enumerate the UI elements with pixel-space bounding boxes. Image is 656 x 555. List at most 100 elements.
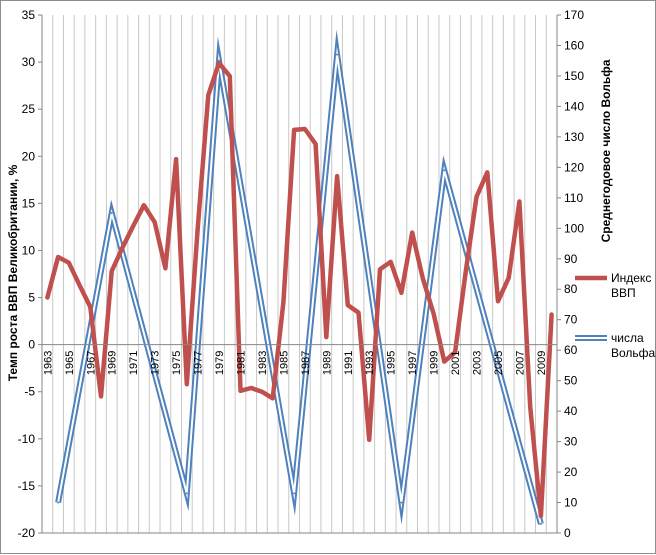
- gdp-index-point: [357, 311, 360, 314]
- gdp-index-point: [304, 128, 306, 130]
- gdp-index-point: [250, 387, 253, 389]
- gdp-index-point: [368, 438, 371, 441]
- gdp-index-point: [314, 143, 317, 145]
- gdp-index-point: [132, 225, 134, 227]
- gdp-index-point: [422, 277, 424, 280]
- y-tick-label-left: 5: [28, 291, 35, 305]
- y-tick-label-right: 110: [564, 191, 583, 205]
- y-tick-label-left: -20: [18, 526, 36, 540]
- y-tick-label-right: 150: [564, 69, 584, 83]
- gdp-index-point: [68, 261, 70, 264]
- x-tick-label: 1981: [235, 351, 247, 375]
- gdp-index-point: [46, 296, 49, 299]
- x-tick-label: 1979: [214, 351, 226, 375]
- gdp-index-point: [293, 129, 295, 131]
- x-tick-label: 1991: [343, 351, 355, 375]
- x-tick-label: 1989: [321, 351, 333, 375]
- gdp-index-point: [346, 304, 349, 306]
- y-tick-label-right: 100: [564, 221, 584, 235]
- gdp-index-point: [218, 62, 220, 64]
- legend-label-wolf-number: числа: [611, 331, 644, 345]
- gdp-index-point: [196, 228, 199, 231]
- y-tick-label-left: 10: [22, 243, 36, 257]
- y-tick-label-right: 30: [564, 435, 578, 449]
- y-axis-title-right: Среднегодовое число Вольфа: [599, 59, 613, 242]
- x-tick-label: 1969: [107, 351, 119, 375]
- wolf-number-point: [539, 522, 542, 525]
- wolf-number-point: [57, 501, 60, 504]
- wolf-number-point: [443, 169, 446, 172]
- wolf-number-point: [400, 501, 403, 504]
- gdp-index-point: [78, 284, 81, 287]
- x-tick-label: 2009: [536, 351, 548, 375]
- x-tick-label: 1999: [429, 351, 441, 375]
- axes: -20 -15 -10 -5 0 5 10 15 20 25 30 35 0 10 20 30 40 50 60 70…: [18, 8, 585, 540]
- x-tick-label: 1963: [42, 351, 54, 375]
- y-tick-label-right: 140: [564, 99, 584, 113]
- plot-lines: [45, 29, 554, 525]
- legend-label-gdp-index: ВВП: [611, 286, 636, 300]
- x-tick-label: 2003: [472, 351, 484, 375]
- gdp-index-point: [400, 292, 403, 294]
- x-tick-label: 2005: [493, 351, 505, 375]
- y-tick-label-right: 0: [564, 526, 571, 540]
- gdp-index-point: [175, 158, 177, 160]
- x-tick-label: 1975: [171, 351, 183, 375]
- y-tick-label-right: 120: [564, 160, 584, 174]
- gdp-index-point: [540, 515, 542, 517]
- gdp-index-point: [550, 313, 553, 316]
- gdp-index-point: [529, 405, 531, 408]
- y-tick-label-right: 70: [564, 313, 578, 327]
- gdp-index-point: [454, 351, 456, 353]
- y-tick-label-right: 170: [564, 8, 584, 22]
- x-tick-label: 1977: [193, 351, 205, 375]
- gdp-index-series-line: [45, 60, 554, 519]
- gdp-index-point: [261, 390, 263, 393]
- gdp-index-point: [389, 260, 392, 263]
- gdp-index-point: [121, 246, 124, 249]
- y-tick-label-right: 60: [564, 343, 578, 357]
- y-tick-label-left: -15: [18, 479, 36, 493]
- gdp-index-point: [465, 270, 467, 272]
- gdp-index-point: [486, 171, 489, 174]
- y-tick-label-left: 25: [22, 102, 36, 116]
- x-tick-label: 1973: [150, 351, 162, 375]
- y-tick-label-left: -10: [18, 432, 36, 446]
- gdp-index-point: [507, 276, 510, 279]
- y-axis-title-left: Темп роста ВВП Великобритании, %: [6, 164, 20, 381]
- y-tick-label-right: 90: [564, 252, 578, 266]
- gdp-index-point: [186, 383, 188, 385]
- gdp-index-point: [100, 395, 102, 398]
- x-tick-label: 1987: [300, 351, 312, 375]
- gdp-index-point: [110, 270, 113, 272]
- x-tick-label: 1995: [386, 351, 398, 375]
- y-tick-label-left: 30: [22, 55, 36, 69]
- y-tick-label-left: 20: [22, 149, 36, 163]
- wolf-number-point: [336, 53, 339, 56]
- gdp-index-point: [89, 306, 92, 308]
- y-tick-label-right: 80: [564, 282, 578, 296]
- wolf-number-point: [110, 212, 113, 215]
- gdp-index-point: [153, 221, 156, 223]
- x-tick-label: 1965: [64, 351, 76, 375]
- x-tick-label: 1983: [257, 351, 269, 375]
- wolf-number-point: [185, 492, 188, 495]
- gdp-index-point: [228, 75, 231, 78]
- gdp-index-point: [497, 300, 499, 303]
- x-tick-label: 1967: [85, 351, 97, 375]
- gdp-index-point: [143, 204, 145, 207]
- gdp-index-point: [207, 94, 210, 96]
- y-tick-label-right: 40: [564, 404, 578, 418]
- gdp-index-point: [475, 195, 478, 198]
- gdp-index-point: [239, 389, 242, 392]
- gdp-index-point: [336, 175, 338, 177]
- gdp-index-point: [57, 256, 59, 258]
- legend-label-wolf-number: Вольфа: [611, 346, 656, 360]
- wolf-number-point: [293, 492, 296, 495]
- y-tick-label-right: 50: [564, 374, 578, 388]
- x-tick-label: 1971: [128, 351, 140, 375]
- y-tick-label-left: -5: [24, 385, 35, 399]
- x-tick-label: 2001: [450, 351, 462, 375]
